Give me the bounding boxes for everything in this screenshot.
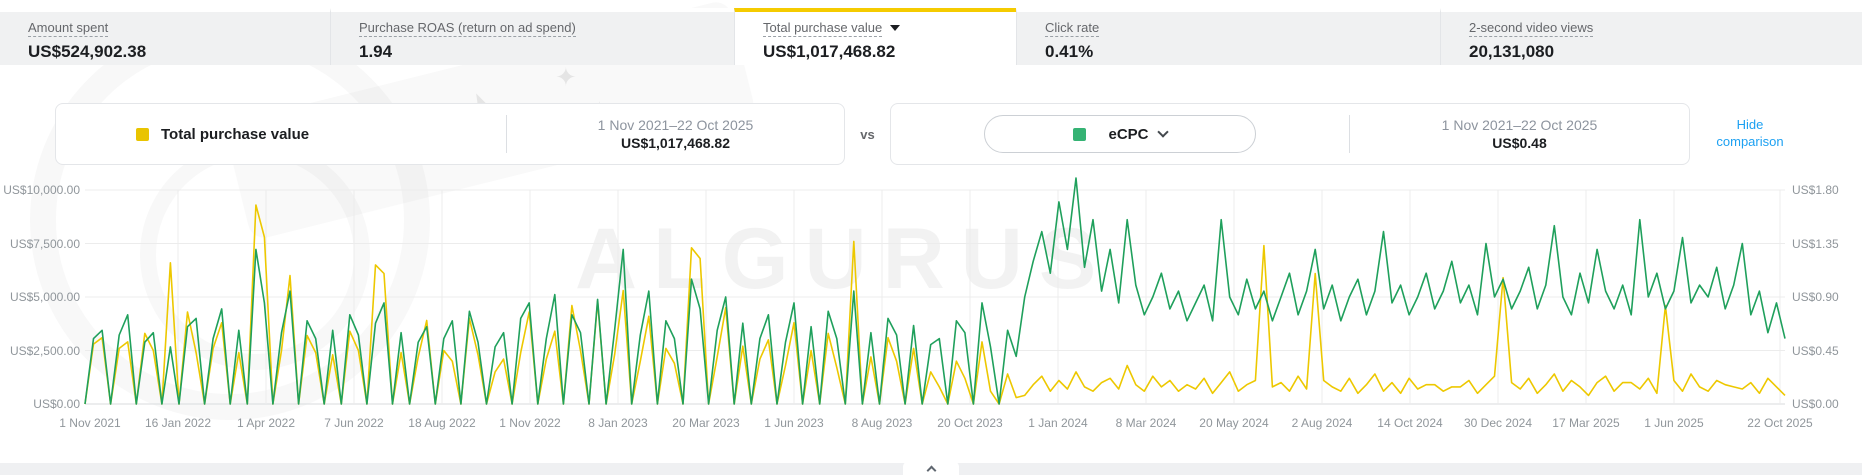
metric-tab-bar: Amount spent US$524,902.38 Purchase ROAS… xyxy=(0,8,1862,65)
chevron-down-icon[interactable] xyxy=(890,24,901,31)
primary-range-value: US$1,017,468.82 xyxy=(621,135,730,151)
x-axis-tick-label: 22 Oct 2025 xyxy=(1747,416,1813,430)
tab-total-purchase-value[interactable]: Total purchase value US$1,017,468.82 xyxy=(734,8,1016,65)
secondary-range-value: US$0.48 xyxy=(1492,135,1547,151)
x-axis-tick-label: 20 Mar 2023 xyxy=(672,416,740,430)
primary-range: 1 Nov 2021–22 Oct 2025 US$1,017,468.82 xyxy=(507,117,844,151)
x-axis-tick-label: 20 May 2024 xyxy=(1199,416,1269,430)
x-axis-tick-label: 8 Jan 2023 xyxy=(588,416,648,430)
yellow-legend-swatch xyxy=(136,127,149,141)
x-axis-tick-label: 1 Jun 2023 xyxy=(764,416,824,430)
green-legend-swatch xyxy=(1073,127,1087,141)
x-axis-tick-label: 1 Nov 2022 xyxy=(499,416,561,430)
x-axis-tick-label: 1 Nov 2021 xyxy=(59,416,121,430)
tab-value: US$1,017,468.82 xyxy=(763,42,896,61)
chevron-up-icon xyxy=(926,465,936,475)
divider xyxy=(506,115,507,153)
primary-metric-card: Total purchase value 1 Nov 2021–22 Oct 2… xyxy=(55,103,845,165)
y-axis-left-label: US$0.00 xyxy=(33,397,80,411)
tab-value: 20,131,080 xyxy=(1469,42,1555,61)
tab-label: Purchase ROAS (return on ad spend) xyxy=(359,20,576,37)
y-axis-left-label: US$2,500.00 xyxy=(9,343,80,358)
ecpc-dropdown-label: eCPC xyxy=(1108,125,1149,143)
tab-value: US$524,902.38 xyxy=(28,42,147,61)
comparison-chart: US$10,000.00 US$7,500.00 US$5,000.00 US$2,5… xyxy=(0,170,1862,462)
tab-label: Total purchase value xyxy=(763,20,883,37)
y-axis-left-label: US$10,000.00 xyxy=(3,183,80,197)
y-axis-right-label: US$0.00 xyxy=(1792,397,1839,411)
tab-label: Click rate xyxy=(1045,20,1100,37)
y-axis-right-label: US$0.45 xyxy=(1792,343,1839,358)
tab-purchase-roas[interactable]: Purchase ROAS (return on ad spend) 1.94 xyxy=(330,8,734,65)
x-axis-tick-label: 2 Aug 2024 xyxy=(1291,416,1353,430)
tab-value: 1.94 xyxy=(359,42,393,61)
chart-plot-area[interactable] xyxy=(84,177,1786,405)
x-axis-tick-label: 1 Jan 2024 xyxy=(1028,416,1088,430)
x-axis-tick-label: 20 Oct 2023 xyxy=(937,416,1003,430)
comparison-row: Total purchase value 1 Nov 2021–22 Oct 2… xyxy=(55,103,1810,165)
hide-comparison-link[interactable]: Hide comparison xyxy=(1716,117,1784,149)
divider xyxy=(1349,115,1350,153)
x-axis-tick-label: 16 Jan 2022 xyxy=(144,416,212,430)
secondary-range: 1 Nov 2021–22 Oct 2025 US$0.48 xyxy=(1350,117,1689,151)
sparkle-icon: ✦ xyxy=(555,62,577,92)
ecpc-dropdown[interactable]: eCPC xyxy=(984,115,1256,153)
x-axis-tick-label: 30 Dec 2024 xyxy=(1463,416,1533,430)
x-axis-tick-label: 7 Jun 2022 xyxy=(324,416,384,430)
x-axis-tick-label: 1 Apr 2022 xyxy=(236,416,296,430)
tab-label: 2-second video views xyxy=(1469,20,1594,37)
y-axis-right-label: US$1.35 xyxy=(1792,236,1839,251)
x-axis-tick-label: 1 Jun 2025 xyxy=(1644,416,1704,430)
tab-click-rate[interactable]: Click rate 0.41% xyxy=(1016,8,1440,65)
x-axis-tick-label: 18 Aug 2022 xyxy=(408,416,476,430)
x-axis-tick-label: 8 Aug 2023 xyxy=(851,416,913,430)
y-axis-left-label: US$5,000.00 xyxy=(9,290,80,304)
secondary-metric-pane: eCPC xyxy=(891,115,1349,153)
vs-label: vs xyxy=(860,126,875,142)
y-axis-right-label: US$1.80 xyxy=(1792,183,1839,197)
primary-legend: Total purchase value xyxy=(56,126,506,143)
y-axis-left-label: US$7,500.00 xyxy=(9,236,80,251)
x-axis-tick-label: 14 Oct 2024 xyxy=(1377,416,1443,430)
x-axis-tick-label: 8 Mar 2024 xyxy=(1115,416,1177,430)
chevron-down-icon xyxy=(1156,126,1169,138)
primary-legend-label: Total purchase value xyxy=(161,125,310,143)
tab-amount-spent[interactable]: Amount spent US$524,902.38 xyxy=(0,8,330,65)
y-axis-right-label: US$0.90 xyxy=(1792,290,1839,304)
tab-value: 0.41% xyxy=(1045,42,1094,61)
tab-2-second-video-views[interactable]: 2-second video views 20,131,080 xyxy=(1440,8,1862,65)
tab-label: Amount spent xyxy=(28,20,109,37)
x-axis-tick-label: 17 Mar 2025 xyxy=(1552,416,1620,430)
secondary-metric-card: eCPC 1 Nov 2021–22 Oct 2025 US$0.48 xyxy=(890,103,1690,165)
primary-date-range: 1 Nov 2021–22 Oct 2025 xyxy=(597,117,754,133)
collapse-chart-button[interactable] xyxy=(903,461,959,475)
secondary-date-range: 1 Nov 2021–22 Oct 2025 xyxy=(1441,117,1598,133)
